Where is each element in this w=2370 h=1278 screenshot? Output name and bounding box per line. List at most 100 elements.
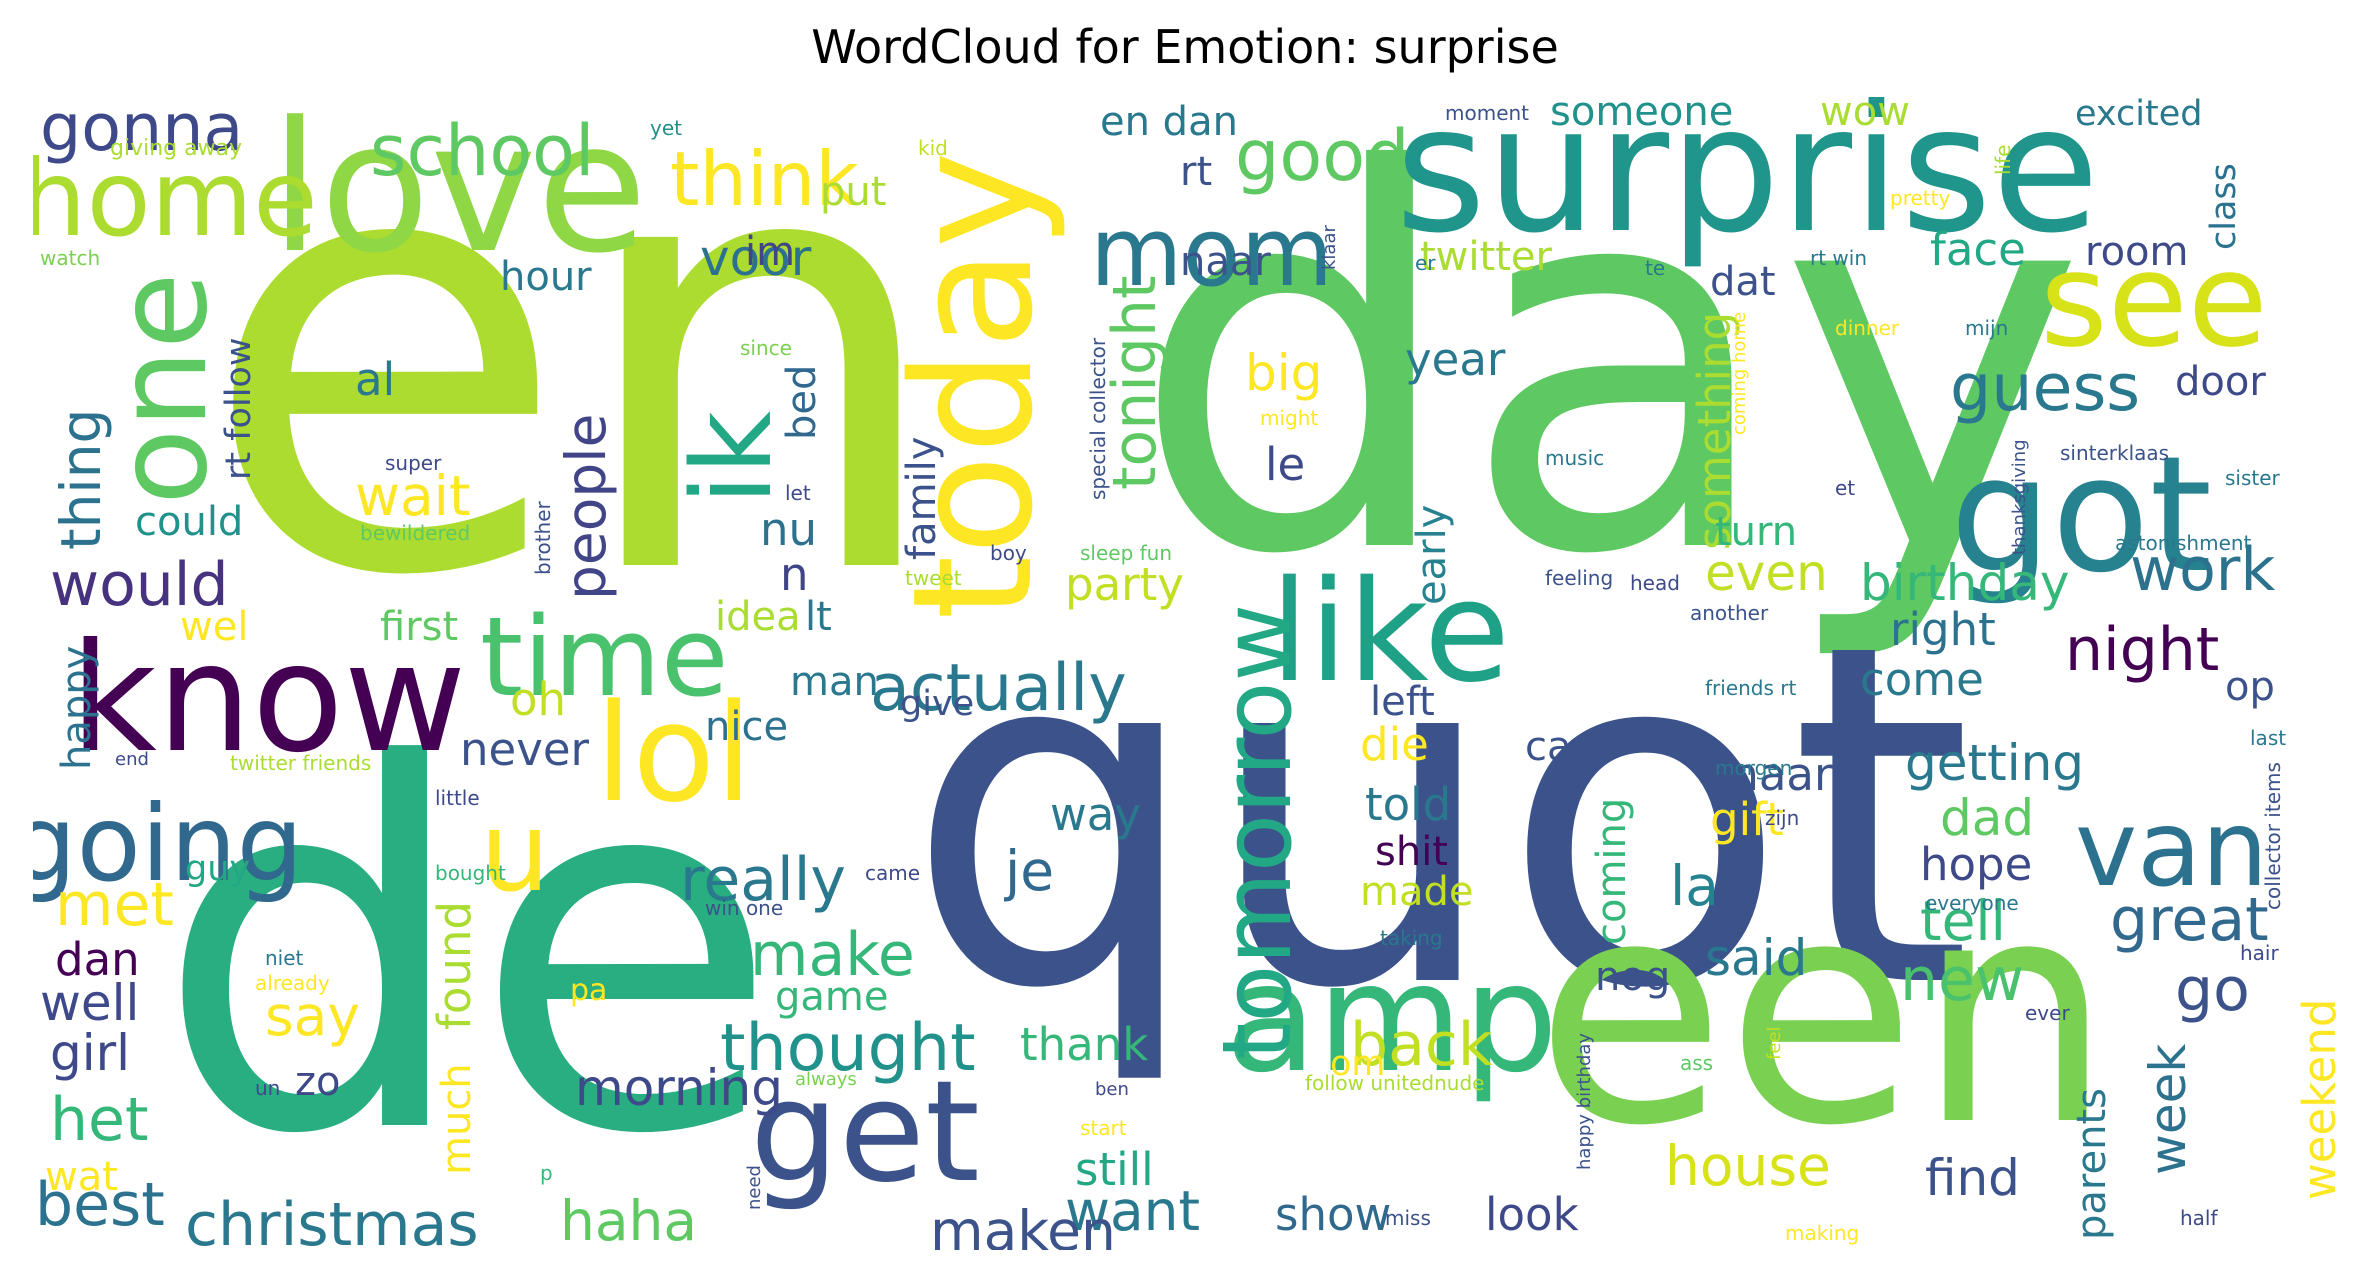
word-la: la	[1670, 854, 1719, 918]
word-day: day	[1130, 86, 2086, 668]
word-game: game	[775, 974, 888, 1020]
word-car: car	[1525, 724, 1589, 770]
word-work: work	[2130, 535, 2275, 605]
word-naar: naar	[1180, 239, 1271, 285]
word-everyone: everyone	[1925, 891, 2019, 915]
word-un: un	[255, 1076, 280, 1100]
word-dinner: dinner	[1835, 316, 1900, 340]
word-would: would	[50, 550, 229, 620]
word-yet: yet	[650, 116, 682, 140]
word-mijn: mijn	[1965, 316, 2008, 340]
word-never: never	[460, 723, 590, 776]
word-op: op	[2225, 664, 2275, 710]
word-astonishment: astonishment	[2115, 531, 2252, 555]
word-came: came	[865, 861, 920, 885]
word-al: al	[355, 353, 395, 406]
word-moment: moment	[1445, 101, 1529, 125]
word-nu: nu	[760, 503, 817, 556]
word-watch: watch	[40, 246, 100, 270]
word-really: really	[680, 845, 846, 915]
word-twitter: twitter	[1420, 234, 1552, 280]
word-wat: wat	[45, 1154, 118, 1200]
word-made: made	[1360, 869, 1473, 915]
word-wow: wow	[1820, 89, 1910, 135]
word-nice: nice	[705, 704, 788, 750]
word-good: good	[1235, 115, 1410, 197]
word-something: something	[1688, 312, 1741, 550]
word-going: going	[33, 783, 303, 905]
word-coming-home: coming home	[1729, 312, 1750, 435]
word-christmas: christmas	[185, 1190, 479, 1250]
word-actually: actually	[870, 651, 1127, 726]
word-mom: mom	[1090, 198, 1333, 308]
word-start: start	[1080, 1116, 1127, 1140]
word-man: man	[790, 659, 879, 705]
word-well: well	[40, 974, 139, 1032]
word-oh: oh	[510, 673, 566, 726]
word-hope: hope	[1920, 838, 2032, 891]
word-another: another	[1690, 601, 1769, 625]
word-te: te	[1645, 256, 1665, 280]
word-amp: amp	[1225, 932, 1558, 1106]
word-ik: ik	[668, 410, 796, 505]
word-week: week	[2139, 1044, 2197, 1175]
word-brother: brother	[531, 500, 555, 575]
word-klaar: klaar	[1319, 225, 1340, 270]
word-dat: dat	[1710, 259, 1776, 305]
word-feeling: feeling	[1545, 566, 1613, 590]
word-ass: ass	[1680, 1051, 1713, 1075]
word-sinterklaas: sinterklaas	[2060, 441, 2169, 465]
word-ben: ben	[1095, 1079, 1129, 1100]
word-wel: wel	[180, 604, 248, 650]
word-lol: lol	[595, 675, 753, 832]
word-miss: miss	[1385, 1206, 1431, 1230]
word-left: left	[1370, 679, 1435, 725]
word-quot: quot	[905, 544, 1973, 1091]
word-making: making	[1785, 1221, 1859, 1245]
word-back: back	[1350, 1010, 1493, 1080]
word-got: got	[1950, 421, 2212, 608]
word-half: half	[2180, 1206, 2218, 1230]
word-die: die	[1360, 718, 1429, 771]
word-great: great	[2110, 885, 2269, 955]
word-surprise: surprise	[1395, 86, 2100, 272]
word-coming: coming	[1589, 798, 1635, 945]
word-een: een	[1535, 833, 2113, 1194]
word-know: know	[70, 612, 466, 786]
word-friends-rt: friends rt	[1705, 676, 1796, 700]
word-tweet: tweet	[905, 566, 962, 590]
word-say: say	[265, 984, 360, 1048]
word-head: head	[1630, 571, 1680, 595]
word-found: found	[428, 901, 481, 1030]
word-haha: haha	[560, 1189, 697, 1250]
word-u: u	[480, 788, 550, 916]
word-ever: ever	[2025, 1001, 2070, 1025]
word-need: need	[744, 1165, 765, 1210]
word-idea: idea	[715, 594, 801, 640]
word-go: go	[2175, 955, 2250, 1025]
word-met: met	[55, 870, 174, 940]
word-thank: thank	[1020, 1018, 1148, 1071]
word-taking: taking	[1380, 926, 1443, 950]
word-last: last	[2250, 726, 2286, 750]
word-since: since	[740, 336, 792, 360]
word-cloud: en day quot de een surprise love know today got se…	[33, 86, 2337, 1250]
word-little: little	[435, 786, 480, 810]
word-thanksgiving: thanksgiving	[2009, 439, 2030, 555]
word-first: first	[380, 604, 458, 650]
word-house: house	[1665, 1134, 1831, 1198]
word-zo: zo	[295, 1059, 340, 1105]
word-might: might	[1260, 406, 1318, 430]
word-life: life	[1991, 145, 2015, 175]
word-dan: dan	[55, 933, 140, 986]
word-still: still	[1075, 1143, 1154, 1196]
word-always: always	[795, 1069, 857, 1090]
word-weekend: weekend	[2293, 999, 2337, 1200]
word-feel: feel	[1764, 1027, 1785, 1061]
word-girl: girl	[50, 1024, 130, 1082]
word-van: van	[2075, 788, 2268, 910]
word-getting: getting	[1905, 734, 2084, 792]
word-lt: lt	[805, 594, 832, 640]
word-guess: guess	[1950, 351, 2140, 426]
